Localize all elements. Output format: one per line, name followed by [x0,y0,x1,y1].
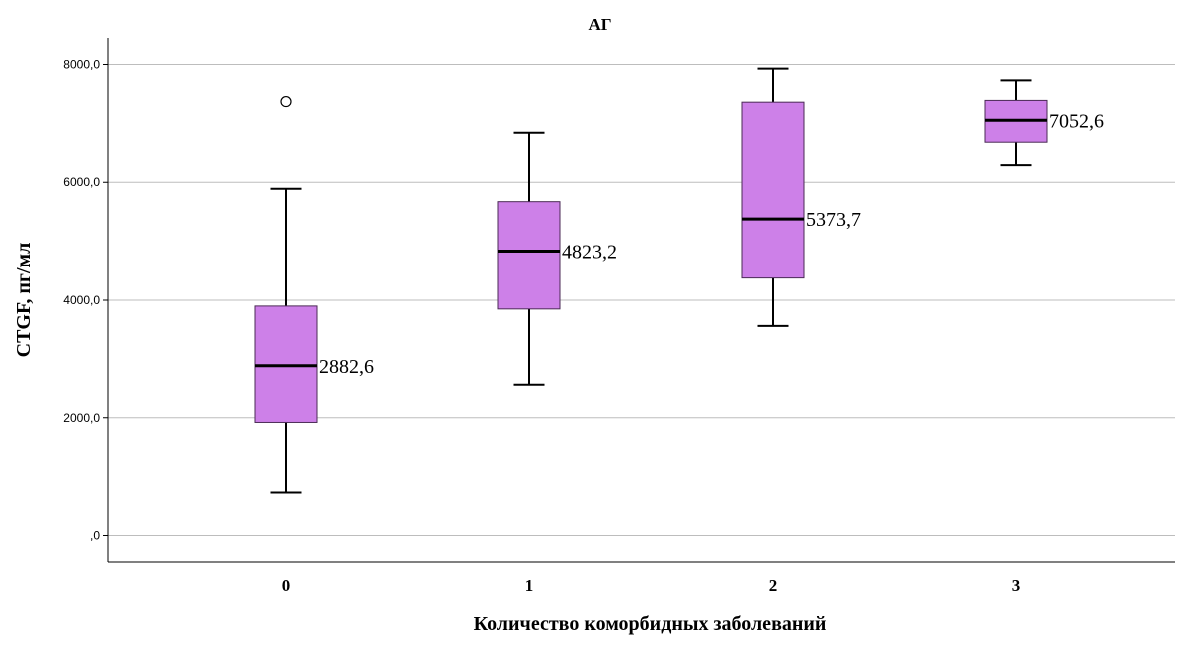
x-tick-label: 2 [769,576,778,595]
y-tick-label: 4000,0 [63,293,100,307]
x-tick-label: 3 [1012,576,1021,595]
y-tick-label: 6000,0 [63,175,100,189]
y-axis-title: CTGF, пг/мл [13,243,35,358]
axis-layer: ,0 2000,0 4000,0 6000,0 8000,0 0 1 2 3 [63,38,1175,595]
outlier-point [280,95,292,108]
box-layer [254,67,1048,494]
x-axis-title: Количество коморбидных заболеваний [474,613,827,635]
median-label: 4823,2 [562,242,617,264]
y-tick-label: 8000,0 [63,57,100,71]
median-label: 7052,6 [1049,110,1104,132]
y-tick-label: 2000,0 [63,411,100,425]
y-tick-label: ,0 [90,529,100,543]
box-iqr [741,101,805,279]
x-tick-label: 0 [282,576,291,595]
chart-title: АГ [588,15,611,34]
x-tick-label: 1 [525,576,534,595]
median-label: 2882,6 [319,356,374,378]
label-layer: 2882,6 4823,2 5373,7 7052,6 [319,110,1104,378]
median-label: 5373,7 [806,209,861,231]
box-iqr [497,201,561,310]
box-iqr [254,305,318,423]
